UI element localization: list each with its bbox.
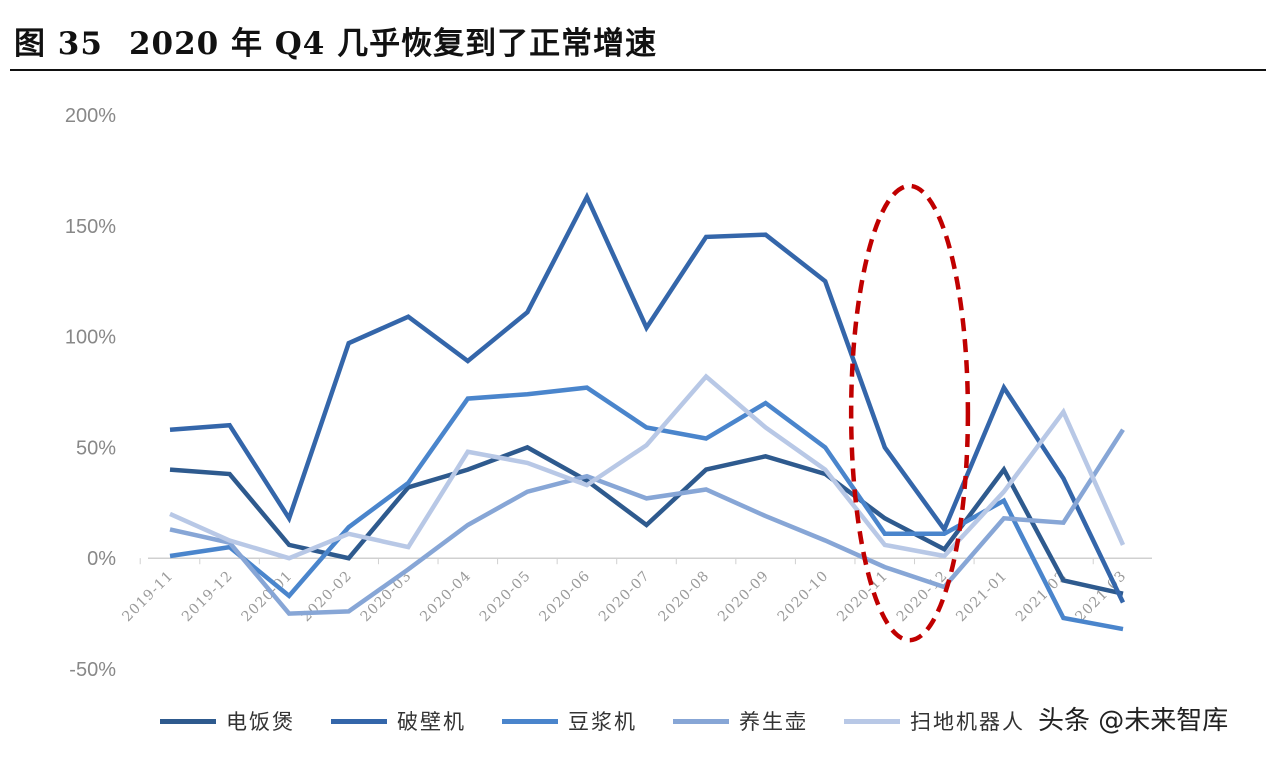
- y-tick-label: 100%: [65, 327, 116, 349]
- figure-number: 图 35: [14, 26, 103, 62]
- chart-legend: 电饭煲 破壁机 豆浆机 养生壶 扫地机器人: [160, 706, 1061, 736]
- legend-swatch: [331, 718, 387, 724]
- legend-swatch: [160, 718, 216, 724]
- legend-label: 破壁机: [397, 710, 466, 734]
- watermark: 头条 @未来智库: [1034, 700, 1233, 737]
- legend-item: 养生壶: [673, 706, 808, 736]
- legend-item: 扫地机器人: [844, 706, 1025, 736]
- x-tick-label: 2020-09: [715, 568, 772, 625]
- series-line-2: [169, 191, 1126, 604]
- legend-label: 豆浆机: [568, 710, 637, 734]
- x-tick-label: 2021-01: [953, 568, 1010, 625]
- x-tick-label: 2020-12: [894, 568, 951, 625]
- line-chart: -50% 0% 50% 100% 150% 200% 2019-11 2019-12 2020-…: [65, 105, 1152, 681]
- legend-swatch: [844, 718, 900, 724]
- legend-label: 养生壶: [739, 710, 808, 734]
- figure-title: 图 35 2020 年 Q4 几乎恢复到了正常增速: [14, 18, 657, 63]
- legend-label: 电饭煲: [226, 710, 295, 734]
- legend-item: 破壁机: [331, 706, 466, 736]
- legend-label: 扫地机器人: [910, 710, 1025, 734]
- series-line-3: [169, 385, 1124, 632]
- legend-item: 豆浆机: [502, 706, 637, 736]
- y-tick-label: 200%: [65, 105, 116, 127]
- y-tick-label: 50%: [76, 437, 116, 459]
- y-tick-label: -50%: [69, 659, 116, 681]
- highlight-ellipse: [848, 183, 971, 643]
- y-tick-label: 0%: [87, 548, 116, 570]
- x-tick-label: 2020-08: [655, 568, 712, 625]
- y-tick-label: 150%: [65, 216, 116, 238]
- legend-swatch: [673, 718, 729, 724]
- legend-swatch: [502, 718, 558, 724]
- x-tick-label: 2020-07: [596, 568, 653, 625]
- figure-title-text: 2020 年 Q4 几乎恢复到了正常增速: [128, 26, 658, 62]
- x-tick-label: 2020-04: [417, 568, 474, 625]
- x-tick-label: 2019-11: [119, 568, 176, 625]
- legend-item: 电饭煲: [160, 706, 295, 736]
- series-line-5: [169, 373, 1126, 561]
- series-line-4: [169, 428, 1125, 616]
- title-divider: [10, 69, 1266, 71]
- x-tick-label: 2019-12: [179, 568, 236, 625]
- x-tick-label: 2020-06: [536, 568, 593, 625]
- x-tick-label: 2020-05: [477, 568, 534, 625]
- x-tick-label: 2020-10: [775, 568, 832, 625]
